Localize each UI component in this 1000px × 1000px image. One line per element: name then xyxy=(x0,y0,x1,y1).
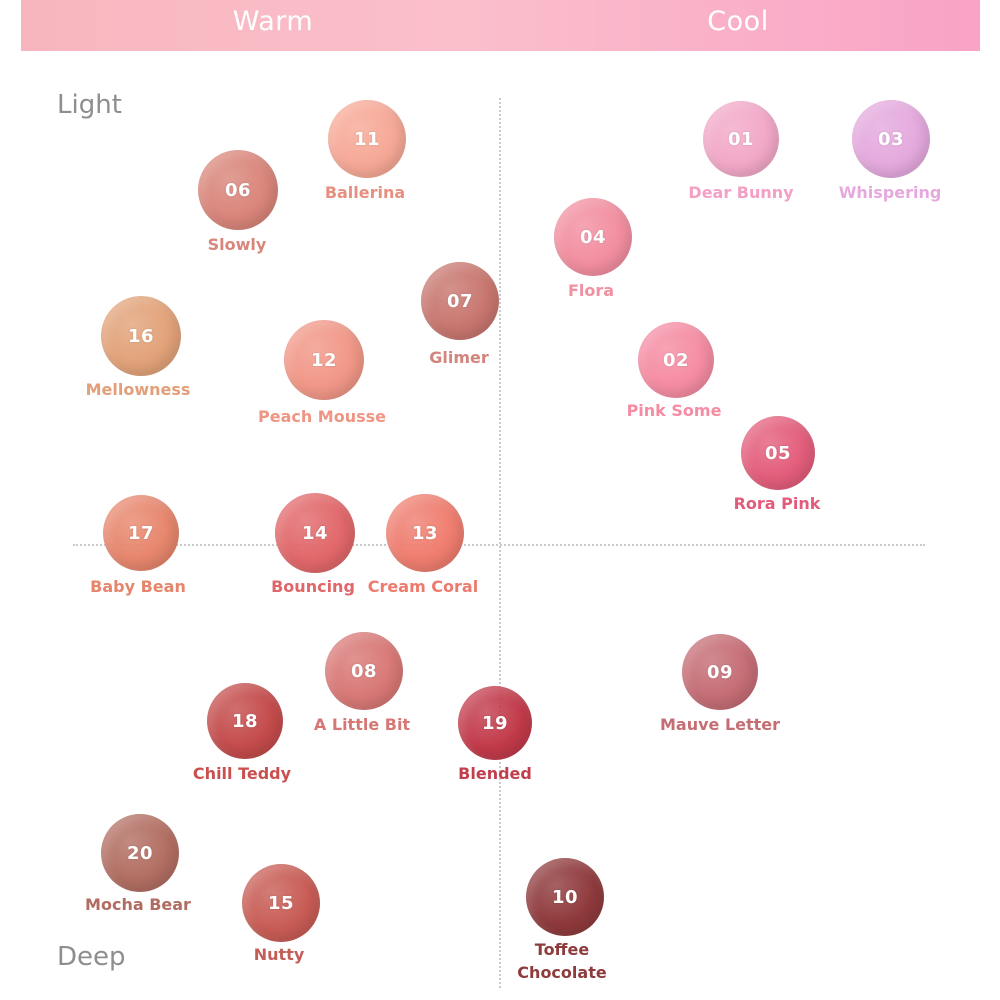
shade-swatch-07[interactable]: 07 xyxy=(421,262,499,340)
shade-name-flora: Flora xyxy=(567,281,615,300)
shade-number: 15 xyxy=(267,892,295,914)
shade-number: 10 xyxy=(551,886,579,908)
shade-number: 09 xyxy=(706,661,734,683)
shade-number: 14 xyxy=(301,522,329,544)
shade-swatch-13[interactable]: 13 xyxy=(386,494,464,572)
shade-name-blended: Blended xyxy=(458,764,532,783)
shade-name-nutty: Nutty xyxy=(253,945,305,964)
deep-axis-label: Deep xyxy=(57,942,126,972)
shade-name-line-2: Chocolate xyxy=(517,963,607,982)
shade-number: 20 xyxy=(126,842,154,864)
shade-swatch-09[interactable]: 09 xyxy=(682,634,758,710)
shade-name-cream-coral: Cream Coral xyxy=(367,577,479,596)
shade-swatch-15[interactable]: 15 xyxy=(242,864,320,942)
shade-number: 03 xyxy=(877,128,905,150)
shade-swatch-06[interactable]: 06 xyxy=(198,150,278,230)
shade-name-peach-mousse: Peach Mousse xyxy=(257,407,387,426)
shade-swatch-05[interactable]: 05 xyxy=(741,416,815,490)
shade-name-mauve-letter: Mauve Letter xyxy=(659,715,781,734)
shade-swatch-18[interactable]: 18 xyxy=(207,683,283,759)
shade-number: 05 xyxy=(764,442,792,464)
shade-number: 02 xyxy=(662,349,690,371)
warm-label: Warm xyxy=(232,6,314,37)
shade-number: 01 xyxy=(727,128,755,150)
shade-name-baby-bean: Baby Bean xyxy=(90,577,186,596)
shade-name-toffee-chocolate: Toffee Chocolate xyxy=(517,938,606,984)
shade-number: 11 xyxy=(353,128,381,150)
shade-number: 13 xyxy=(411,522,439,544)
shade-swatch-04[interactable]: 04 xyxy=(554,198,632,276)
shade-number: 17 xyxy=(127,522,155,544)
shade-swatch-20[interactable]: 20 xyxy=(101,814,179,892)
cool-label: Cool xyxy=(707,6,769,37)
shade-number: 08 xyxy=(350,660,378,682)
shade-swatch-10[interactable]: 10 xyxy=(526,858,604,936)
shade-number: 16 xyxy=(127,325,155,347)
shade-name-chill-teddy: Chill Teddy xyxy=(192,764,292,783)
shade-swatch-14[interactable]: 14 xyxy=(275,493,355,573)
shade-name-bouncing: Bouncing xyxy=(271,577,355,596)
shade-number: 04 xyxy=(579,226,607,248)
shade-swatch-01[interactable]: 01 xyxy=(703,101,779,177)
shade-name-glimer: Glimer xyxy=(429,348,489,367)
shade-name-slowly: Slowly xyxy=(207,235,267,254)
shade-swatch-19[interactable]: 19 xyxy=(458,686,532,760)
shade-swatch-03[interactable]: 03 xyxy=(852,100,930,178)
vertical-axis xyxy=(499,98,501,988)
shade-name-line-1: Toffee xyxy=(534,940,590,959)
shade-number: 12 xyxy=(310,349,338,371)
shade-name-ballerina: Ballerina xyxy=(324,183,406,202)
shade-swatch-02[interactable]: 02 xyxy=(638,322,714,398)
shade-number: 19 xyxy=(481,712,509,734)
shade-swatch-17[interactable]: 17 xyxy=(103,495,179,571)
shade-number: 18 xyxy=(231,710,259,732)
shade-name-a-little-bit: A Little Bit xyxy=(313,715,411,734)
shade-swatch-08[interactable]: 08 xyxy=(325,632,403,710)
shade-name-pink-some: Pink Some xyxy=(626,401,722,420)
light-axis-label: Light xyxy=(57,90,122,120)
shade-number: 07 xyxy=(446,290,474,312)
warm-cool-header: Warm Cool xyxy=(21,0,980,51)
shade-name-dear-bunny: Dear Bunny xyxy=(688,183,794,202)
shade-swatch-16[interactable]: 16 xyxy=(101,296,181,376)
horizontal-axis xyxy=(73,544,925,546)
shade-name-mocha-bear: Mocha Bear xyxy=(85,895,191,914)
shade-swatch-12[interactable]: 12 xyxy=(284,320,364,400)
shade-name-whispering: Whispering xyxy=(838,183,942,202)
shade-name-rora-pink: Rora Pink xyxy=(733,494,821,513)
shade-swatch-11[interactable]: 11 xyxy=(328,100,406,178)
shade-number: 06 xyxy=(224,179,252,201)
shade-name-mellowness: Mellowness xyxy=(85,380,191,399)
